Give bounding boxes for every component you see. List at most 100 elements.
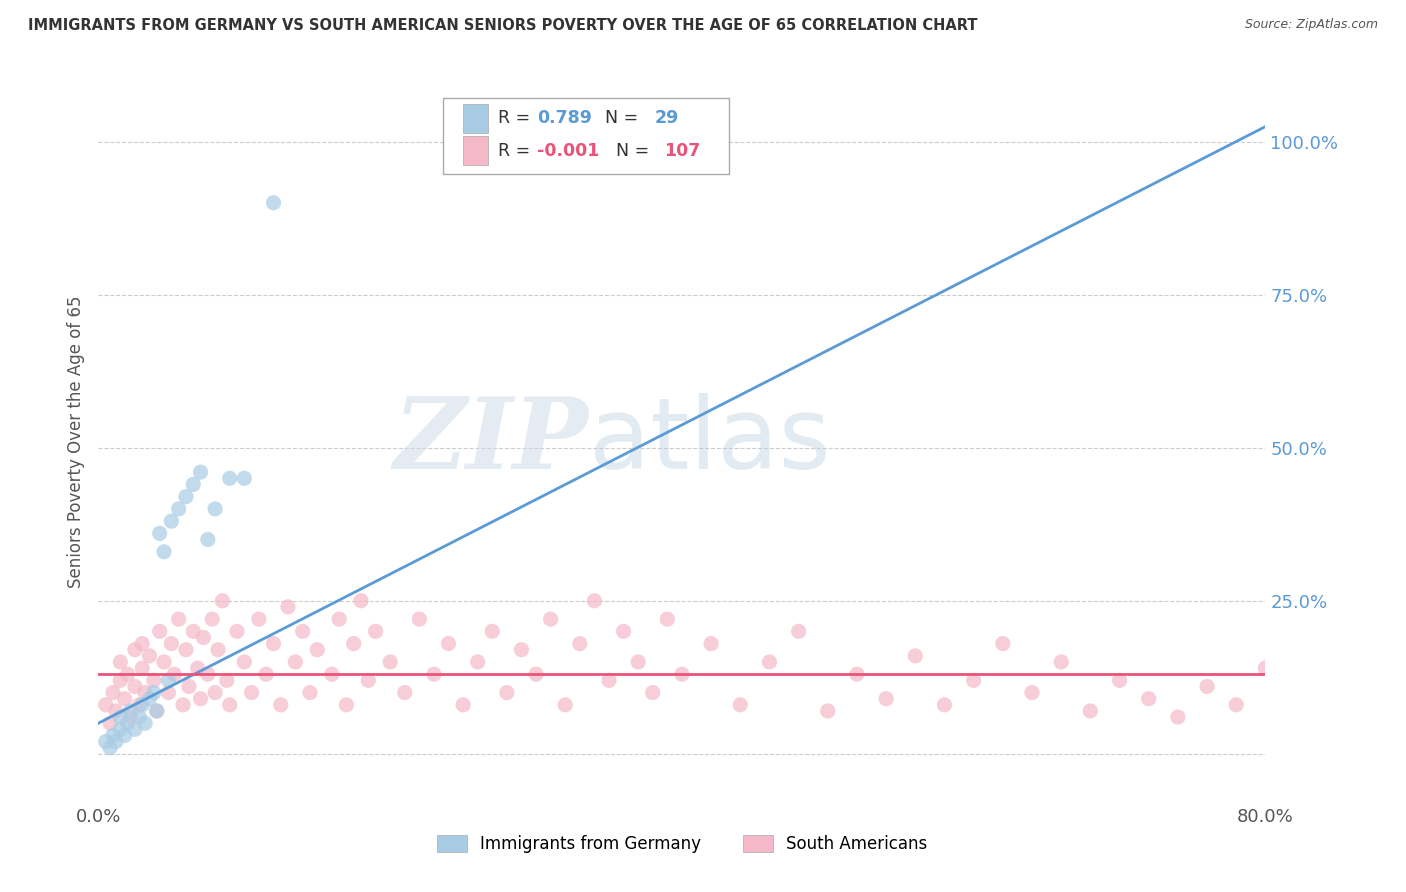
Point — [627, 655, 650, 669]
Point — [149, 624, 172, 639]
Text: 0.789: 0.789 — [537, 110, 592, 128]
Text: IMMIGRANTS FROM GERMANY VS SOUTH AMERICAN SENIORS POVERTY OVER THE AGE OF 65 COR: IMMIGRANTS FROM GERMANY VS SOUTH AMERICA… — [28, 18, 977, 33]
Point — [181, 477, 204, 491]
Point — [172, 698, 194, 712]
Point — [128, 698, 150, 712]
Point — [451, 698, 474, 712]
Point — [700, 637, 723, 651]
Point — [114, 728, 136, 742]
Point — [875, 691, 897, 706]
Point — [350, 593, 373, 607]
Point — [1080, 704, 1102, 718]
Text: 107: 107 — [665, 142, 700, 160]
Point — [991, 637, 1014, 651]
Text: 29: 29 — [655, 110, 679, 128]
Point — [138, 691, 160, 706]
Point — [134, 685, 156, 699]
Point — [524, 667, 547, 681]
Point — [846, 667, 869, 681]
Point — [1313, 704, 1336, 718]
Point — [146, 704, 169, 718]
Point — [284, 655, 307, 669]
Point — [146, 704, 169, 718]
Point — [204, 502, 226, 516]
Point — [218, 471, 240, 485]
Point — [787, 624, 810, 639]
Point — [101, 728, 124, 742]
Point — [583, 593, 606, 607]
Point — [124, 642, 146, 657]
Point — [233, 655, 256, 669]
Point — [307, 642, 329, 657]
Point — [1400, 710, 1406, 724]
Point — [204, 685, 226, 699]
Point — [1284, 685, 1306, 699]
Point — [298, 685, 321, 699]
Point — [197, 667, 219, 681]
Point — [247, 612, 270, 626]
Point — [226, 624, 249, 639]
Point — [201, 612, 224, 626]
Point — [101, 685, 124, 699]
Point — [1341, 667, 1364, 681]
Point — [110, 673, 132, 688]
Point — [254, 667, 277, 681]
Point — [291, 624, 314, 639]
Text: atlas: atlas — [589, 393, 830, 490]
Point — [657, 612, 679, 626]
Point — [174, 490, 197, 504]
Point — [190, 465, 212, 479]
Point — [437, 637, 460, 651]
Point — [131, 661, 153, 675]
Point — [568, 637, 591, 651]
Point — [128, 710, 150, 724]
Point — [1021, 685, 1043, 699]
Point — [138, 648, 160, 663]
Point — [117, 667, 139, 681]
Y-axis label: Seniors Poverty Over the Age of 65: Seniors Poverty Over the Age of 65 — [66, 295, 84, 588]
Text: -0.001: -0.001 — [537, 142, 599, 160]
Point — [1167, 710, 1189, 724]
Point — [114, 691, 136, 706]
Point — [131, 698, 153, 712]
Point — [934, 698, 956, 712]
Point — [177, 680, 200, 694]
Point — [1371, 691, 1393, 706]
Point — [167, 502, 190, 516]
Point — [962, 673, 984, 688]
Legend: Immigrants from Germany, South Americans: Immigrants from Germany, South Americans — [430, 828, 934, 860]
Point — [193, 631, 215, 645]
Point — [190, 691, 212, 706]
Point — [817, 704, 839, 718]
Point — [262, 637, 284, 651]
Point — [328, 612, 350, 626]
Point — [1254, 661, 1277, 675]
Point — [1137, 691, 1160, 706]
Point — [904, 648, 927, 663]
Point — [94, 734, 117, 748]
Point — [758, 655, 780, 669]
Point — [211, 593, 233, 607]
Point — [181, 624, 204, 639]
Point — [218, 698, 240, 712]
Point — [167, 612, 190, 626]
Point — [671, 667, 693, 681]
Point — [94, 698, 117, 712]
Point — [142, 673, 165, 688]
Point — [110, 710, 132, 724]
Point — [343, 637, 366, 651]
Text: Source: ZipAtlas.com: Source: ZipAtlas.com — [1244, 18, 1378, 31]
Point — [124, 723, 146, 737]
Point — [277, 599, 299, 614]
Point — [233, 471, 256, 485]
Point — [110, 723, 132, 737]
Point — [153, 655, 176, 669]
Point — [157, 685, 180, 699]
Point — [131, 637, 153, 651]
Point — [240, 685, 263, 699]
Point — [142, 685, 165, 699]
Point — [1108, 673, 1130, 688]
Point — [481, 624, 503, 639]
Point — [262, 195, 284, 210]
Point — [160, 514, 183, 528]
